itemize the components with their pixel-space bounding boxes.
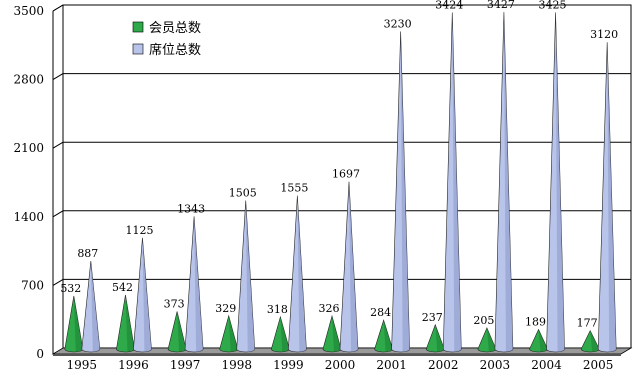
data-label-seats: 1697 [332, 168, 360, 181]
cone-seats-shade [555, 12, 565, 352]
cone-members-shade [590, 330, 600, 352]
x-tick-label: 1997 [170, 358, 201, 372]
legend-swatch-seats [132, 43, 144, 55]
data-label-members: 284 [370, 306, 391, 319]
cone-seats-shade [194, 216, 204, 352]
cone-members-shade [486, 327, 496, 352]
data-label-members: 177 [577, 317, 598, 330]
x-tick-label: 2003 [480, 358, 511, 372]
cone-seats-shade [245, 200, 255, 352]
x-tick-label: 1995 [67, 358, 98, 372]
cone-seats-shade [90, 261, 100, 352]
legend-swatch-members [132, 21, 144, 33]
floor-edge [53, 354, 621, 356]
legend-label-seats: 席位总数 [149, 42, 201, 58]
data-label-seats: 3230 [384, 17, 412, 30]
cone-members-shade [228, 315, 238, 352]
data-label-seats: 887 [77, 247, 98, 260]
data-label-members: 532 [60, 282, 81, 295]
data-label-seats: 1125 [125, 224, 153, 237]
x-tick-label: 1999 [273, 358, 304, 372]
gridline-side [52, 141, 64, 149]
cone-seats-shade [503, 12, 513, 353]
x-tick-label: 2000 [325, 358, 356, 372]
data-label-seats: 1555 [280, 182, 308, 195]
y-tick-label: 2800 [13, 73, 44, 87]
cone-members-shade [383, 320, 393, 352]
x-tick-labels: 1995 1996 1997 1998 1999 2000 2001 2002 2003 2004… [67, 358, 614, 372]
data-labels: 532 887 542 1125 373 1343 329 1505 318 1555 326 169… [60, 0, 618, 330]
data-label-seats: 3427 [487, 0, 515, 11]
y-tick-label: 2100 [13, 141, 44, 155]
cone-seats-shade [349, 181, 359, 352]
data-label-seats: 3424 [435, 0, 463, 11]
data-label-seats: 1505 [229, 187, 257, 200]
y-tick-label: 700 [21, 278, 44, 292]
data-label-members: 326 [319, 302, 340, 315]
cone-members-shade [280, 316, 290, 352]
gridlines [52, 4, 631, 286]
cone-members-shade [332, 316, 342, 352]
cone-seats-shade [452, 12, 462, 353]
data-label-seats: 3425 [539, 0, 567, 11]
y-tick-labels: 0 700 1400 2100 2800 3500 [13, 4, 44, 361]
x-tick-label: 1998 [221, 358, 252, 372]
x-tick-label: 1996 [118, 358, 149, 372]
cone-members-shade [177, 311, 187, 352]
data-label-members: 318 [267, 303, 288, 316]
gridline-side [52, 210, 64, 218]
legend: 会员总数 席位总数 [132, 21, 201, 58]
cone-members-shade [435, 324, 445, 352]
y-tick-label: 1400 [13, 210, 44, 224]
cone-seats-shade [400, 31, 410, 353]
y-axis [52, 4, 64, 354]
x-tick-label: 2001 [376, 358, 407, 372]
data-label-members: 189 [525, 315, 546, 328]
x-tick-label: 2004 [531, 358, 562, 372]
y-axis-top [52, 4, 64, 12]
data-label-members: 237 [422, 311, 443, 324]
data-label-members: 542 [112, 281, 133, 294]
gridline-side [52, 73, 64, 81]
legend-label-members: 会员总数 [149, 21, 201, 36]
data-label-members: 329 [215, 302, 236, 315]
data-label-seats: 3120 [590, 28, 618, 41]
gridline-side [52, 278, 64, 286]
cone-seats-shade [142, 237, 152, 352]
x-tick-label: 2002 [428, 358, 459, 372]
cone-members-shade [73, 295, 83, 352]
data-label-members: 373 [164, 297, 185, 310]
y-tick-label: 3500 [13, 4, 44, 18]
cone-seats-shade [607, 42, 617, 353]
cone-members-shade [125, 294, 135, 352]
data-marks [64, 12, 617, 353]
cone-members-shade [538, 329, 548, 352]
data-label-seats: 1343 [177, 202, 205, 215]
cone-seats-shade [297, 195, 307, 352]
data-label-members: 205 [473, 314, 494, 327]
y-tick-label: 0 [36, 347, 44, 361]
x-tick-label: 2005 [583, 358, 614, 372]
